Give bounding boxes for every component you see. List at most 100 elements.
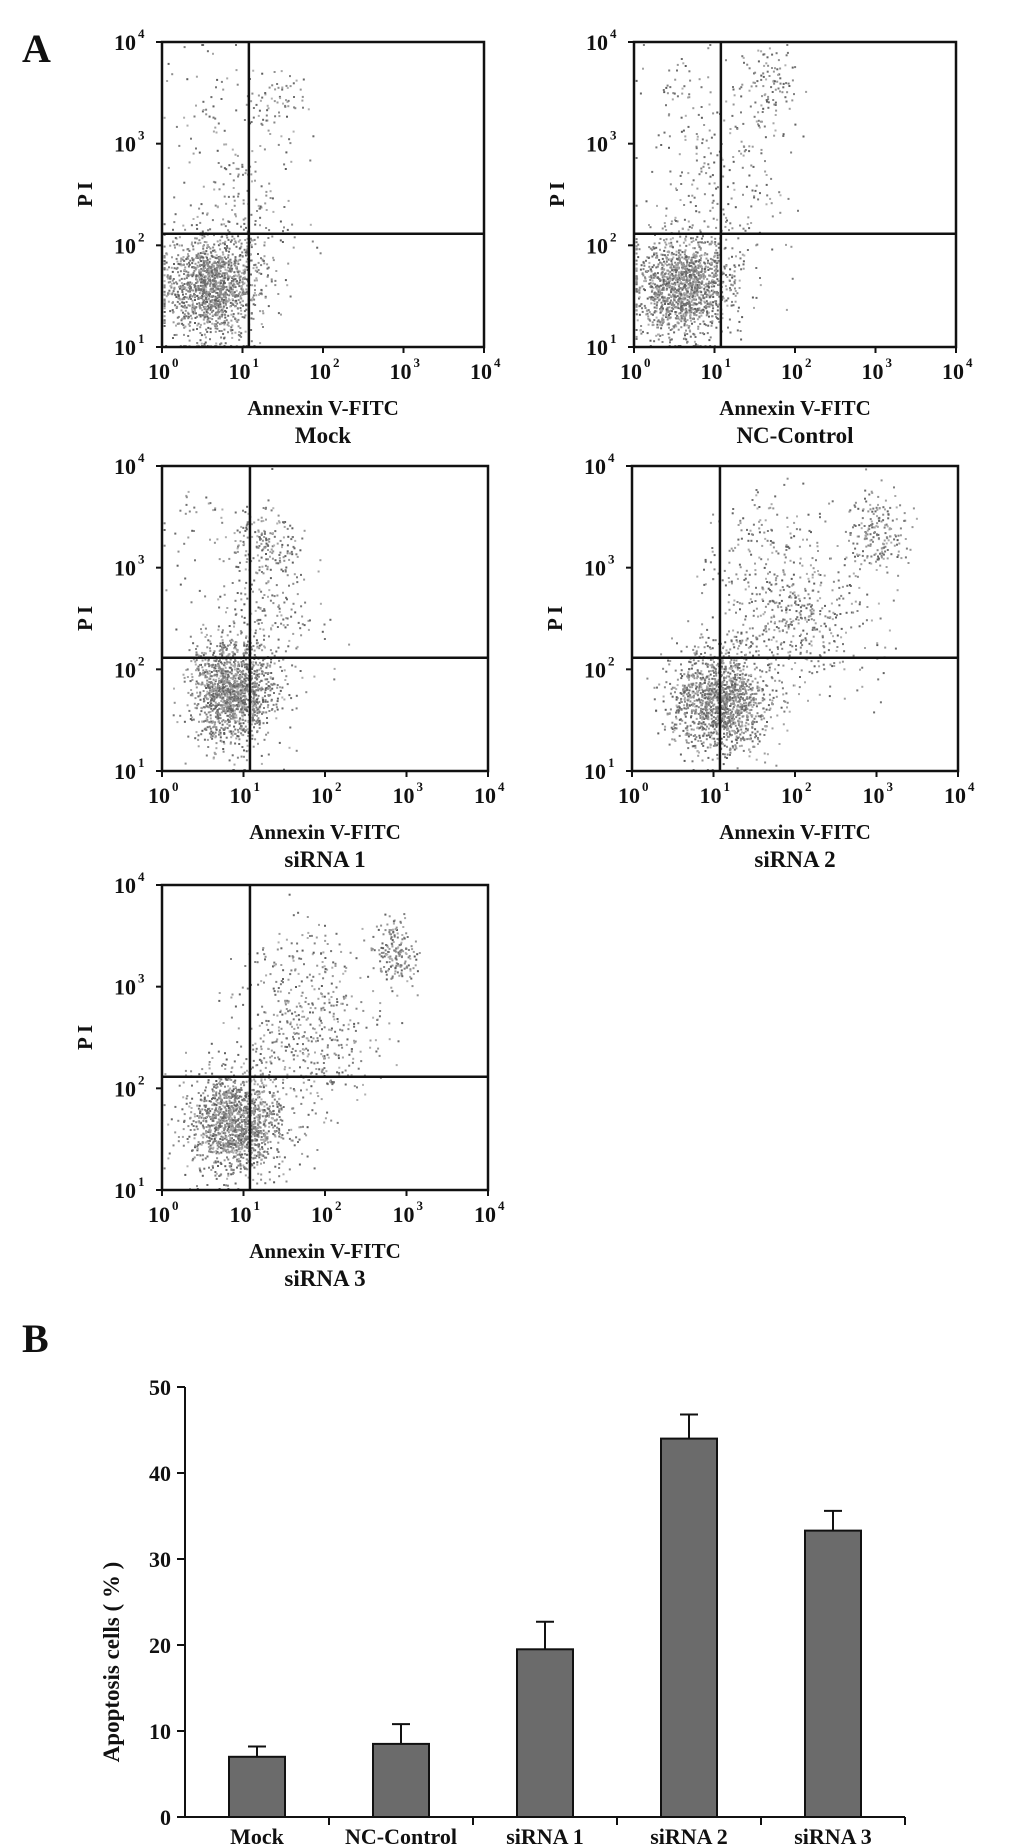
event-dot	[736, 292, 739, 295]
event-dot	[705, 295, 708, 298]
event-dot	[173, 687, 175, 690]
event-dot	[219, 690, 222, 693]
event-dot	[228, 259, 231, 262]
event-dot	[713, 269, 716, 272]
event-dot	[171, 309, 174, 312]
event-dot	[206, 716, 209, 719]
event-dot	[660, 327, 663, 330]
event-dot	[651, 324, 654, 327]
event-dot	[683, 279, 686, 282]
event-dot	[204, 336, 207, 339]
event-dot	[221, 697, 224, 700]
event-dot	[212, 116, 215, 119]
event-dot	[240, 661, 243, 663]
event-dot	[700, 303, 703, 306]
event-dot	[224, 296, 227, 299]
event-dot	[207, 305, 210, 308]
event-dot	[206, 690, 209, 693]
event-dot	[668, 263, 670, 266]
event-dot	[175, 296, 178, 298]
event-dot	[217, 663, 220, 665]
event-dot	[296, 593, 299, 596]
event-dot	[220, 98, 223, 100]
event-dot	[219, 680, 222, 683]
event-dot	[237, 701, 240, 704]
event-dot	[236, 83, 239, 86]
event-dot	[763, 94, 766, 97]
event-dot	[709, 242, 712, 245]
event-dot	[217, 310, 220, 313]
event-dot	[254, 703, 256, 706]
event-dot	[181, 289, 184, 292]
event-dot	[239, 275, 242, 278]
event-dot	[764, 160, 766, 163]
event-dot	[205, 676, 208, 679]
event-dot	[262, 118, 265, 121]
event-dot	[700, 264, 703, 267]
event-dot	[767, 106, 770, 109]
event-dot	[209, 293, 211, 295]
event-dot	[663, 91, 666, 94]
event-dot	[725, 264, 728, 267]
event-dot	[202, 284, 205, 287]
event-dot	[230, 686, 233, 689]
event-dot	[171, 270, 174, 273]
event-dot	[235, 109, 238, 112]
event-dot	[212, 652, 215, 654]
event-dot	[238, 338, 241, 341]
event-dot	[196, 302, 198, 305]
event-dot	[692, 273, 695, 276]
event-dot	[232, 286, 235, 288]
event-dot	[210, 96, 213, 99]
event-dot	[221, 639, 224, 642]
event-dot	[213, 683, 216, 686]
event-dot	[685, 304, 687, 307]
event-dot	[731, 247, 734, 250]
event-dot	[703, 287, 706, 290]
event-dot	[271, 235, 274, 238]
event-dot	[260, 272, 263, 275]
event-dot	[208, 320, 211, 323]
event-dot	[755, 244, 758, 247]
event-dot	[739, 224, 742, 227]
event-dot	[219, 595, 222, 598]
event-dot	[199, 691, 202, 694]
event-dot	[264, 689, 267, 691]
event-dot	[261, 696, 264, 699]
event-dot	[199, 339, 202, 342]
event-dot	[264, 296, 267, 299]
event-dot	[705, 314, 708, 317]
event-dot	[693, 290, 696, 292]
event-dot	[257, 261, 260, 264]
event-dot	[678, 318, 681, 321]
event-dot	[281, 88, 284, 91]
event-dot	[212, 283, 215, 286]
event-dot	[724, 246, 727, 249]
event-dot	[673, 331, 676, 334]
event-dot	[716, 218, 719, 221]
event-dot	[692, 280, 695, 283]
event-dot	[287, 262, 290, 265]
event-dot	[211, 735, 214, 738]
event-dot	[665, 229, 668, 231]
event-dot	[776, 68, 779, 71]
event-dot	[219, 736, 222, 739]
event-dot	[207, 229, 210, 232]
event-dot	[655, 287, 658, 290]
event-dot	[212, 757, 215, 760]
event-dot	[703, 162, 706, 165]
event-dot	[686, 260, 689, 263]
event-dot	[672, 92, 675, 95]
event-dot	[286, 683, 289, 686]
event-dot	[661, 276, 664, 279]
event-dot	[199, 292, 202, 295]
event-dot	[218, 650, 221, 652]
event-dot	[665, 255, 668, 258]
event-dot	[169, 244, 172, 247]
event-dot	[681, 171, 683, 174]
event-dot	[696, 293, 699, 296]
event-dot	[681, 266, 683, 269]
event-dot	[183, 313, 186, 316]
event-dot	[201, 309, 204, 312]
x-tick-exponent: 3	[886, 355, 893, 370]
